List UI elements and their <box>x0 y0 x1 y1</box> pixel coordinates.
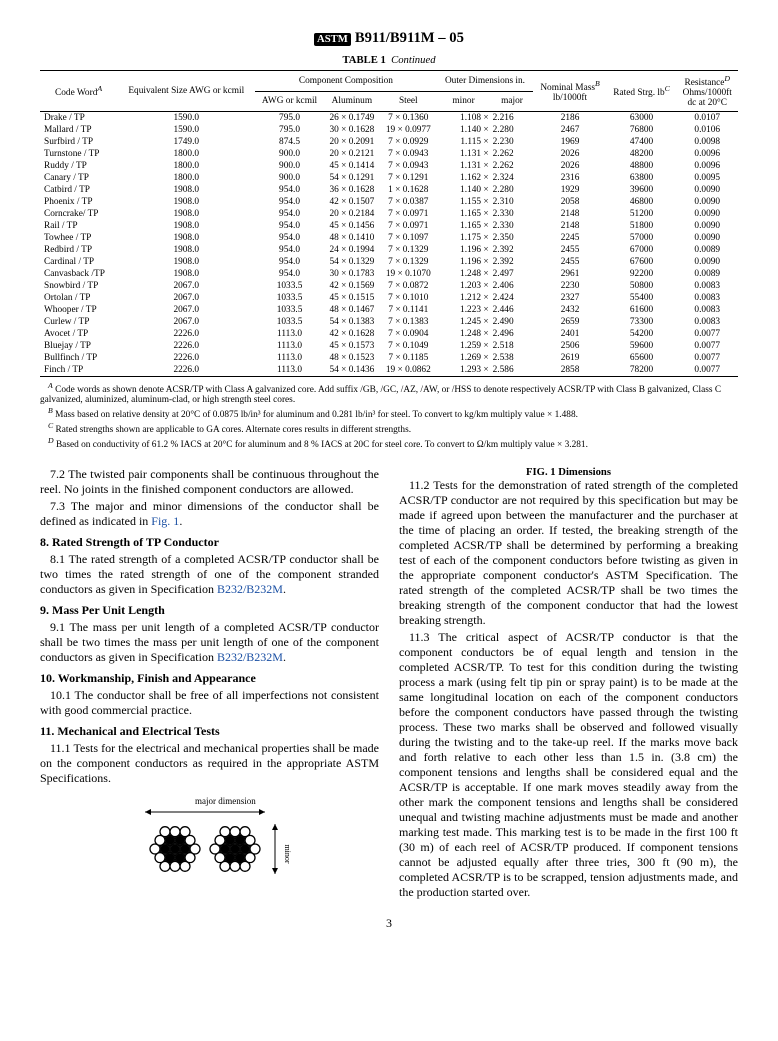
data-table: Code WordA Equivalent Size AWG or kcmil … <box>40 70 738 377</box>
table-footnotes: A Code words as shown denote ACSR/TP wit… <box>40 381 738 450</box>
col-al: Aluminum <box>324 91 380 112</box>
col-equiv: Equivalent Size AWG or kcmil <box>117 71 255 112</box>
table-row: Cardinal / TP1908.0954.054 × 0.13297 × 0… <box>40 256 738 268</box>
fig1-link[interactable]: Fig. 1 <box>151 514 179 528</box>
footnote-d: Based on conductivity of 61.2 % IACS at … <box>56 441 588 451</box>
b232-link-1[interactable]: B232/B232M <box>217 582 283 596</box>
table-row: Whooper / TP2067.01033.548 × 0.14677 × 0… <box>40 304 738 316</box>
table-row: Bluejay / TP2226.01113.045 × 0.15737 × 0… <box>40 340 738 352</box>
heading-9: 9. Mass Per Unit Length <box>40 603 379 618</box>
table-row: Catbird / TP1908.0954.036 × 0.16281 × 0.… <box>40 184 738 196</box>
col-major: major <box>491 91 534 112</box>
table-row: Mallard / TP1590.0795.030 × 0.162819 × 0… <box>40 124 738 136</box>
para-7-3: 7.3 The major and minor dimensions of th… <box>40 499 379 529</box>
table-row: Surfbird / TP1749.0874.520 × 0.20917 × 0… <box>40 136 738 148</box>
table-row: Turnstone / TP1800.0900.020 × 0.21217 × … <box>40 148 738 160</box>
table-row: Rail / TP1908.0954.045 × 0.14567 × 0.097… <box>40 220 738 232</box>
table-row: Bullfinch / TP2226.01113.048 × 0.15237 ×… <box>40 352 738 364</box>
table-row: Phoenix / TP1908.0954.042 × 0.15077 × 0.… <box>40 196 738 208</box>
col-strg: Rated Strg. lbC <box>607 71 677 112</box>
col-code: Code WordA <box>40 71 117 112</box>
para-11-3: 11.3 The critical aspect of ACSR/TP cond… <box>399 630 738 900</box>
fig-major-label: major dimension <box>195 796 256 806</box>
para-9-1: 9.1 The mass per unit length of a comple… <box>40 620 379 665</box>
col-comp-group: Component Composition <box>255 71 436 92</box>
b232-link-2[interactable]: B232/B232M <box>217 650 283 664</box>
col-outer-group: Outer Dimensions in. <box>437 71 534 92</box>
heading-10: 10. Workmanship, Finish and Appearance <box>40 671 379 686</box>
table-row: Ruddy / TP1800.0900.045 × 0.14147 × 0.09… <box>40 160 738 172</box>
doc-number: B911/B911M – 05 <box>355 30 464 46</box>
table-row: Avocet / TP2226.01113.042 × 0.16287 × 0.… <box>40 328 738 340</box>
footnote-b: Mass based on relative density at 20°C o… <box>55 410 578 420</box>
para-10-1: 10.1 The conductor shall be free of all … <box>40 688 379 718</box>
astm-logo: ASTM <box>314 33 351 46</box>
fig1-svg: major dimension minor <box>125 794 295 889</box>
table-row: Canary / TP1800.0900.054 × 0.12917 × 0.1… <box>40 172 738 184</box>
table-row: Canvasback /TP1908.0954.030 × 0.178319 ×… <box>40 268 738 280</box>
table-row: Curlew / TP2067.01033.554 × 0.13837 × 0.… <box>40 316 738 328</box>
col-mass: Nominal MassBlb/1000ft <box>533 71 606 112</box>
doc-header: ASTM B911/B911M – 05 <box>40 30 738 47</box>
fig-minor-label: minor <box>283 844 292 863</box>
para-11-2: 11.2 Tests for the demonstration of rate… <box>399 478 738 628</box>
footnote-c: Rated strengths shown are applicable to … <box>56 425 412 435</box>
para-11-1: 11.1 Tests for the electrical and mechan… <box>40 741 379 786</box>
body-columns: 7.2 The twisted pair components shall be… <box>40 467 738 900</box>
page-number: 3 <box>40 916 738 931</box>
table-row: Finch / TP2226.01113.054 × 0.143619 × 0.… <box>40 364 738 377</box>
footnote-a: Code words as shown denote ACSR/TP with … <box>40 385 721 405</box>
heading-11: 11. Mechanical and Electrical Tests <box>40 724 379 739</box>
col-minor: minor <box>437 91 491 112</box>
para-8-1: 8.1 The rated strength of a completed AC… <box>40 552 379 597</box>
col-steel: Steel <box>380 91 436 112</box>
table-row: Drake / TP1590.0795.026 × 0.17497 × 0.13… <box>40 112 738 125</box>
table-row: Ortolan / TP2067.01033.545 × 0.15157 × 0… <box>40 292 738 304</box>
heading-8: 8. Rated Strength of TP Conductor <box>40 535 379 550</box>
col-awg: AWG or kcmil <box>255 91 323 112</box>
table-row: Snowbird / TP2067.01033.542 × 0.15697 × … <box>40 280 738 292</box>
table-title: TABLE 1 Continued <box>40 55 738 66</box>
fig-caption: FIG. 1 Dimensions <box>399 467 738 478</box>
table-row: Redbird / TP1908.0954.024 × 0.19947 × 0.… <box>40 244 738 256</box>
table-row: Corncrake/ TP1908.0954.020 × 0.21847 × 0… <box>40 208 738 220</box>
para-7-2: 7.2 The twisted pair components shall be… <box>40 467 379 497</box>
table-row: Towhee / TP1908.0954.048 × 0.14107 × 0.1… <box>40 232 738 244</box>
col-res: ResistanceDOhms/1000ftdc at 20°C <box>677 71 739 112</box>
